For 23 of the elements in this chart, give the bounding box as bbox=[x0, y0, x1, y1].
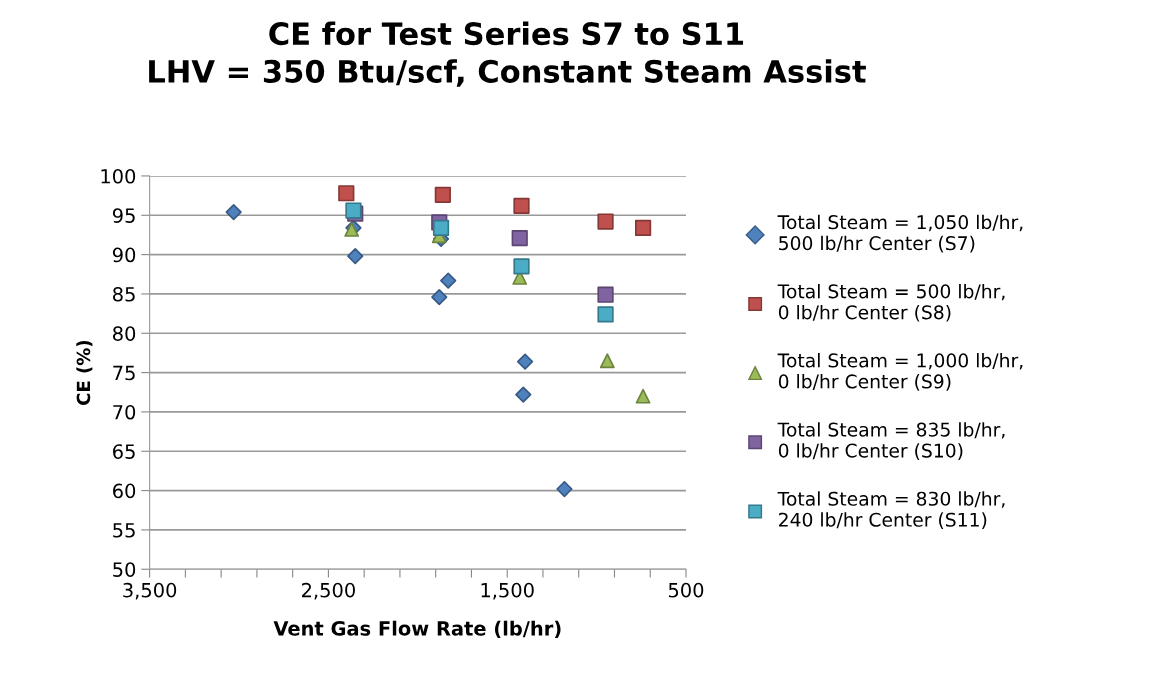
legend-label: Total Steam = 830 lb/hr, 240 lb/hr Center (S11) bbox=[777, 491, 1005, 530]
x-tick-label: 2,500 bbox=[302, 582, 355, 600]
y-tick-label: 80 bbox=[113, 326, 136, 341]
x-tick-label: 1,500 bbox=[481, 582, 534, 600]
y-tick-label: 60 bbox=[113, 483, 136, 499]
y-tick-label: 70 bbox=[113, 404, 136, 420]
x-tick-label: 500 bbox=[668, 582, 704, 598]
y-tick-label: 85 bbox=[113, 286, 135, 302]
y-tick-label: 65 bbox=[113, 444, 135, 459]
x-axis-title: Vent Gas Flow Rate (lb/hr) bbox=[273, 620, 561, 639]
legend-label: Total Steam = 1,050 lb/hr, 500 lb/hr Center (S7) bbox=[777, 214, 1023, 253]
y-tick-label: 95 bbox=[112, 208, 135, 223]
legend-label: Total Steam = 1,000 lb/hr, 0 lb/hr Center (S9) bbox=[777, 353, 1023, 391]
y-axis-title: CE (%) bbox=[76, 340, 93, 405]
y-tick-label: 50 bbox=[113, 562, 136, 577]
legend-label: Total Steam = 500 lb/hr, 0 lb/hr Center (S8) bbox=[777, 283, 1005, 322]
legend-label: Total Steam = 835 lb/hr, 0 lb/hr Center (S10) bbox=[777, 422, 1005, 460]
chart-title: CE for Test Series S7 to S11 LHV = 350 Btu/scf, Constant Steam Assist bbox=[149, 21, 866, 87]
x-tick-label: 3,500 bbox=[123, 582, 177, 600]
y-tick-label: 100 bbox=[101, 168, 136, 184]
y-tick-label: 75 bbox=[113, 365, 135, 381]
y-tick-label: 90 bbox=[112, 247, 136, 263]
y-tick-label: 55 bbox=[113, 523, 135, 538]
